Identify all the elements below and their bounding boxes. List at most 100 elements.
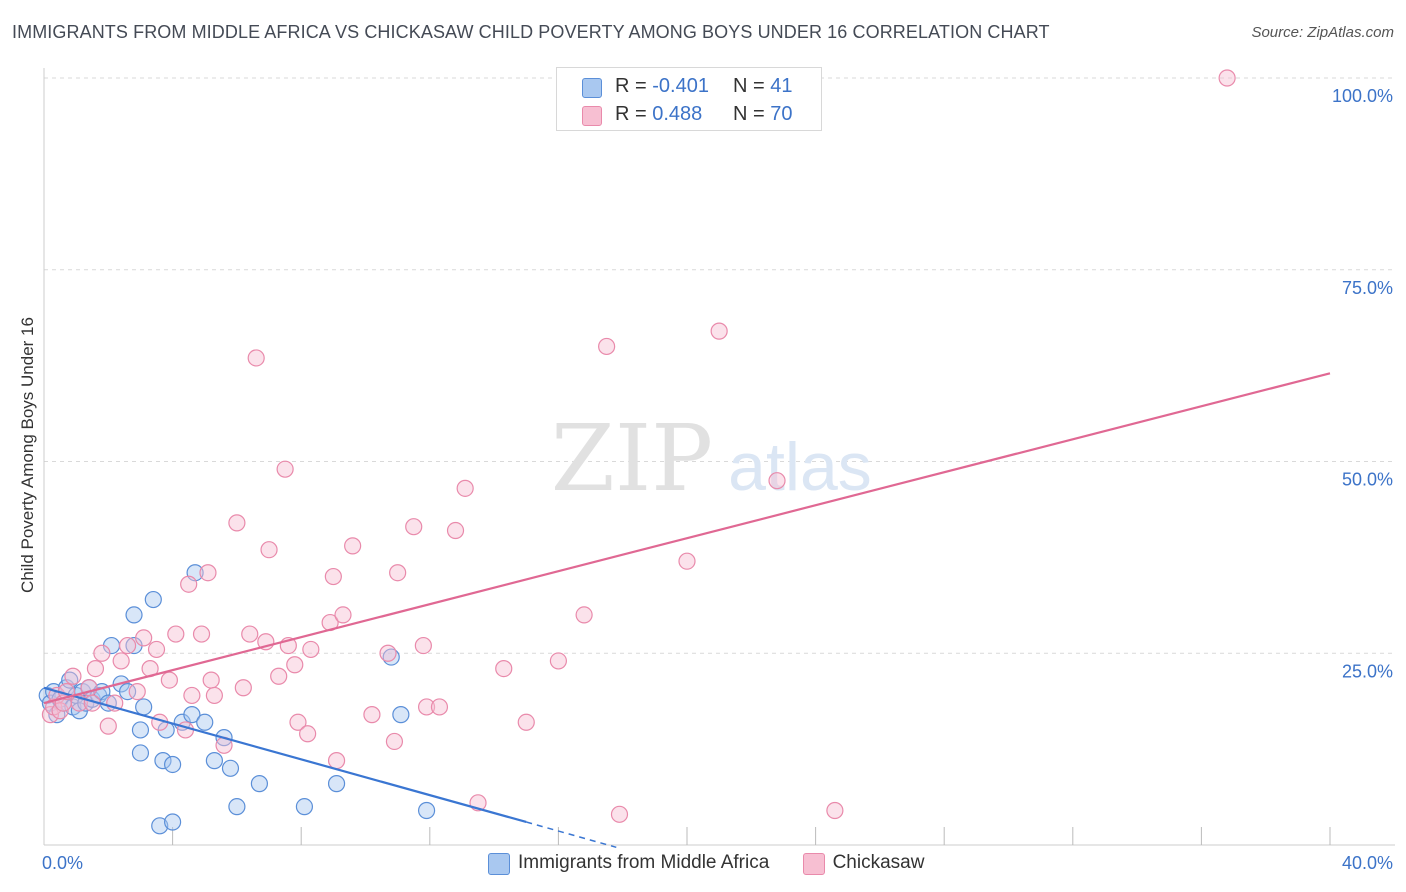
legend-r-label: R = xyxy=(615,75,647,97)
data-point-middle-africa xyxy=(151,817,169,835)
data-point-chickasaw xyxy=(199,564,217,582)
legend-r-label: R = xyxy=(615,103,647,125)
data-point-chickasaw xyxy=(112,652,130,670)
data-point-middle-africa xyxy=(295,798,314,816)
legend-n: N = 41 xyxy=(733,75,793,98)
data-point-chickasaw xyxy=(598,337,616,356)
legend-r-value: -0.401 xyxy=(652,75,709,97)
data-point-chickasaw xyxy=(417,698,436,716)
data-point-middle-africa xyxy=(228,798,246,816)
trend-line-extension xyxy=(526,821,617,849)
data-point-chickasaw xyxy=(160,671,178,689)
legend-label-middle-africa: Immigrants from Middle Africa xyxy=(518,852,770,873)
data-point-chickasaw xyxy=(86,659,105,678)
data-point-middle-africa xyxy=(164,813,182,831)
data-point-middle-africa xyxy=(131,721,150,739)
data-point-chickasaw xyxy=(176,721,195,739)
data-point-chickasaw xyxy=(234,679,252,697)
data-point-middle-africa xyxy=(164,755,182,774)
tick-label-layer: 25.0% 50.0% 75.0% 100.0% 0.0% 40.0% xyxy=(42,86,1393,873)
source-label: Source: ZipAtlas.com xyxy=(1251,24,1394,41)
data-point-middle-africa xyxy=(221,759,240,777)
data-point-middle-africa xyxy=(392,706,410,724)
legend-n-value: 70 xyxy=(770,103,793,125)
data-point-chickasaw xyxy=(276,460,294,478)
legend-swatch-blue xyxy=(488,853,510,875)
data-point-chickasaw xyxy=(495,659,513,678)
watermark: ZIP atlas xyxy=(551,405,872,512)
data-point-chickasaw xyxy=(93,644,111,662)
data-point-middle-africa xyxy=(125,606,143,624)
data-point-chickasaw xyxy=(286,656,304,674)
y-tick-label: 25.0% xyxy=(1342,661,1393,681)
data-point-chickasaw xyxy=(334,606,352,624)
data-point-chickasaw xyxy=(299,725,317,743)
data-point-chickasaw xyxy=(389,564,407,582)
legend-n-label: N = xyxy=(733,103,765,125)
data-point-chickasaw xyxy=(344,537,362,555)
data-point-chickasaw xyxy=(135,629,153,647)
data-point-middle-africa xyxy=(135,698,153,716)
data-point-chickasaw xyxy=(128,682,146,701)
data-point-chickasaw xyxy=(247,349,265,367)
watermark-zip: ZIP xyxy=(551,405,713,512)
trend-line-chickasaw xyxy=(43,372,1331,705)
legend-swatch-pink xyxy=(802,853,825,875)
y-tick-label: 50.0% xyxy=(1342,470,1393,490)
data-point-chickasaw xyxy=(183,686,201,705)
data-point-chickasaw xyxy=(302,640,320,659)
legend-r: R = -0.401 xyxy=(615,75,709,98)
data-point-chickasaw xyxy=(575,606,593,624)
legend-swatch-blue xyxy=(582,78,602,98)
data-point-chickasaw xyxy=(228,514,246,532)
data-point-chickasaw xyxy=(405,518,423,536)
data-point-chickasaw xyxy=(610,805,629,823)
data-point-chickasaw xyxy=(710,322,728,340)
x-tick-label: 40.0% xyxy=(1342,853,1393,873)
axis-layer xyxy=(43,68,1395,846)
legend-swatch-pink xyxy=(582,106,602,126)
data-point-chickasaw xyxy=(260,541,278,559)
legend-n-value: 41 xyxy=(770,75,793,97)
data-point-chickasaw xyxy=(1218,69,1236,87)
x-tick-label: 0.0% xyxy=(42,853,83,873)
data-point-middle-africa xyxy=(196,713,214,731)
data-point-middle-africa xyxy=(154,752,172,770)
data-point-chickasaw xyxy=(549,652,568,670)
data-point-chickasaw xyxy=(289,713,307,731)
data-point-chickasaw xyxy=(64,667,82,685)
data-point-chickasaw xyxy=(826,801,844,820)
data-point-chickasaw xyxy=(430,698,449,716)
data-point-middle-africa xyxy=(327,775,346,793)
data-point-chickasaw xyxy=(241,625,259,643)
y-tick-label: 75.0% xyxy=(1342,278,1393,298)
data-point-middle-africa xyxy=(131,744,150,762)
legend-n: N = 70 xyxy=(733,103,793,126)
data-point-middle-africa xyxy=(144,590,162,609)
data-point-chickasaw xyxy=(385,732,404,751)
data-point-chickasaw xyxy=(192,625,211,643)
data-point-chickasaw xyxy=(456,479,474,497)
data-point-chickasaw xyxy=(202,671,220,689)
data-point-middle-africa xyxy=(417,801,436,820)
chart-title: IMMIGRANTS FROM MIDDLE AFRICA VS CHICKAS… xyxy=(12,22,1050,42)
legend-row-middle-africa: R = -0.401 N = 41 xyxy=(557,73,821,101)
data-point-chickasaw xyxy=(414,636,432,655)
data-point-chickasaw xyxy=(327,752,346,770)
legend-label-chickasaw: Chickasaw xyxy=(832,852,925,873)
legend-r: R = 0.488 xyxy=(615,103,702,126)
data-point-chickasaw xyxy=(205,686,223,705)
data-point-chickasaw xyxy=(324,567,342,586)
legend-item-chickasaw: Chickasaw xyxy=(802,852,925,875)
legend-row-chickasaw: R = 0.488 N = 70 xyxy=(557,101,821,129)
data-point-chickasaw xyxy=(270,667,288,685)
data-point-chickasaw xyxy=(768,472,786,490)
data-point-chickasaw xyxy=(363,706,381,724)
data-point-chickasaw xyxy=(446,521,465,540)
series-legend: Immigrants from Middle Africa Chickasaw xyxy=(488,852,952,875)
trend-layer xyxy=(43,372,1331,849)
legend-item-middle-africa: Immigrants from Middle Africa xyxy=(488,852,770,875)
data-point-middle-africa xyxy=(183,706,201,724)
watermark-atlas: atlas xyxy=(728,429,872,505)
